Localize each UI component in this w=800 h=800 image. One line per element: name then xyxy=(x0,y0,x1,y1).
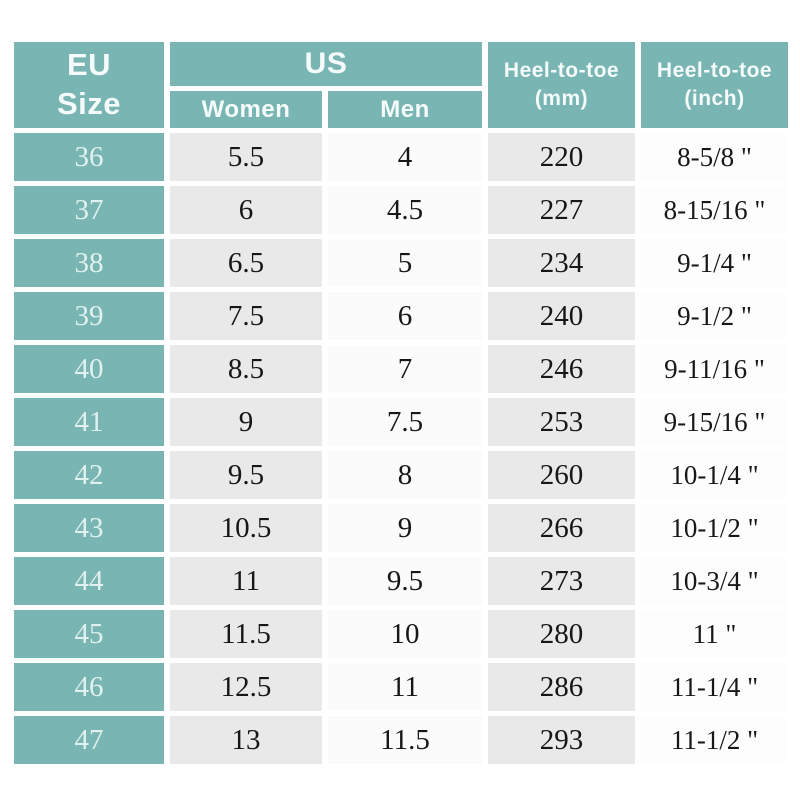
us-men-cell: 4.5 xyxy=(328,186,482,234)
us-men-cell: 7.5 xyxy=(328,398,482,446)
eu-size-cell: 39 xyxy=(14,292,164,340)
us-women-cell: 10.5 xyxy=(170,504,322,552)
heel-inch-cell: 9-1/4 " xyxy=(641,239,788,287)
heel-mm-cell: 220 xyxy=(488,133,635,181)
eu-size-cell: 41 xyxy=(14,398,164,446)
us-women-cell: 6.5 xyxy=(170,239,322,287)
us-women-cell: 9.5 xyxy=(170,451,322,499)
us-women-cell: 8.5 xyxy=(170,345,322,393)
eu-size-cell: 43 xyxy=(14,504,164,552)
header-eu-size: EU Size xyxy=(14,42,164,128)
us-men-cell: 11 xyxy=(328,663,482,711)
us-men-cell: 9.5 xyxy=(328,557,482,605)
us-men-cell: 6 xyxy=(328,292,482,340)
eu-size-cell: 46 xyxy=(14,663,164,711)
heel-mm-cell: 246 xyxy=(488,345,635,393)
heel-inch-cell: 9-1/2 " xyxy=(641,292,788,340)
eu-size-cell: 38 xyxy=(14,239,164,287)
heel-mm-cell: 234 xyxy=(488,239,635,287)
heel-mm-cell: 253 xyxy=(488,398,635,446)
eu-size-cell: 42 xyxy=(14,451,164,499)
eu-size-cell: 40 xyxy=(14,345,164,393)
heel-inch-cell: 11 " xyxy=(641,610,788,658)
us-men-cell: 11.5 xyxy=(328,716,482,764)
heel-inch-cell: 8-15/16 " xyxy=(641,186,788,234)
heel-inch-cell: 10-1/4 " xyxy=(641,451,788,499)
header-us-men: Men xyxy=(328,91,482,128)
eu-size-cell: 44 xyxy=(14,557,164,605)
us-women-cell: 7.5 xyxy=(170,292,322,340)
heel-mm-cell: 266 xyxy=(488,504,635,552)
heel-mm-cell: 273 xyxy=(488,557,635,605)
heel-inch-cell: 11-1/2 " xyxy=(641,716,788,764)
us-women-cell: 12.5 xyxy=(170,663,322,711)
eu-size-cell: 37 xyxy=(14,186,164,234)
header-heel-to-toe-mm: Heel-to-toe (mm) xyxy=(488,42,635,128)
shoe-size-conversion-table: EU Size US Women Men Heel-to-toe (mm) He… xyxy=(14,42,788,764)
header-us-women: Women xyxy=(170,91,322,128)
heel-inch-cell: 8-5/8 " xyxy=(641,133,788,181)
us-men-cell: 4 xyxy=(328,133,482,181)
us-women-cell: 6 xyxy=(170,186,322,234)
heel-inch-cell: 9-15/16 " xyxy=(641,398,788,446)
heel-mm-cell: 227 xyxy=(488,186,635,234)
heel-inch-cell: 9-11/16 " xyxy=(641,345,788,393)
eu-size-cell: 36 xyxy=(14,133,164,181)
us-women-cell: 5.5 xyxy=(170,133,322,181)
eu-size-cell: 47 xyxy=(14,716,164,764)
us-women-cell: 9 xyxy=(170,398,322,446)
us-men-cell: 5 xyxy=(328,239,482,287)
us-men-cell: 7 xyxy=(328,345,482,393)
heel-mm-cell: 286 xyxy=(488,663,635,711)
header-us: US xyxy=(170,42,482,86)
us-women-cell: 11 xyxy=(170,557,322,605)
us-women-cell: 11.5 xyxy=(170,610,322,658)
eu-size-cell: 45 xyxy=(14,610,164,658)
us-men-cell: 8 xyxy=(328,451,482,499)
heel-inch-cell: 10-1/2 " xyxy=(641,504,788,552)
us-women-cell: 13 xyxy=(170,716,322,764)
heel-mm-cell: 293 xyxy=(488,716,635,764)
header-heel-to-toe-inch: Heel-to-toe (inch) xyxy=(641,42,788,128)
heel-inch-cell: 10-3/4 " xyxy=(641,557,788,605)
us-men-cell: 9 xyxy=(328,504,482,552)
heel-mm-cell: 240 xyxy=(488,292,635,340)
heel-mm-cell: 280 xyxy=(488,610,635,658)
us-men-cell: 10 xyxy=(328,610,482,658)
heel-inch-cell: 11-1/4 " xyxy=(641,663,788,711)
heel-mm-cell: 260 xyxy=(488,451,635,499)
